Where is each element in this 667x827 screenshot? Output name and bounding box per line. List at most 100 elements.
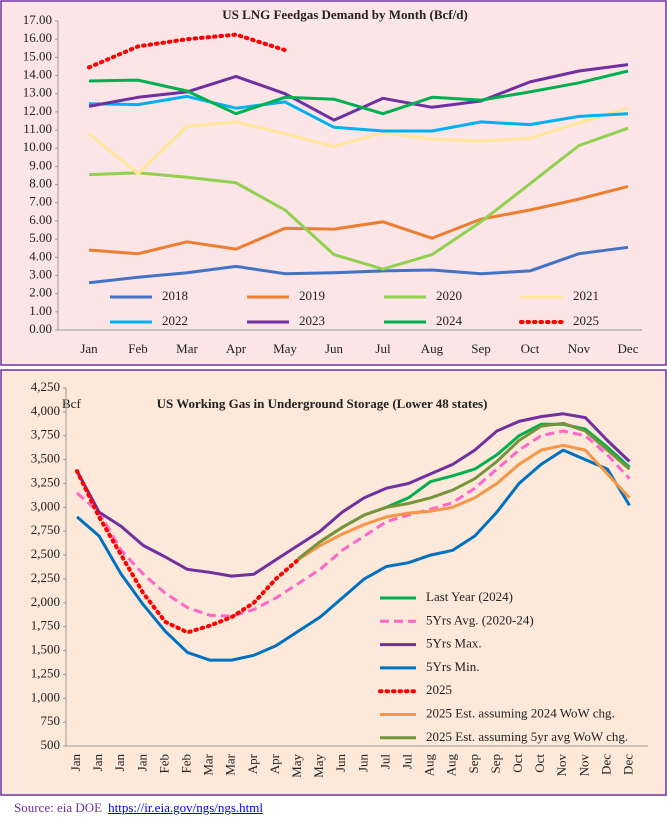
legend-label: 2025 [426,682,452,697]
x-tick-label: Oct [521,341,540,356]
x-tick-label: Sep [488,754,503,774]
y-tick-label: 2,250 [31,570,60,585]
x-tick-label: Apr [267,753,282,774]
x-tick-label: Jan [90,754,105,772]
y-tick-label: 750 [41,713,61,728]
series-line [88,69,629,116]
legend-label: 2021 [573,288,599,303]
legend-label: 5Yrs Max. [426,636,482,651]
series-line [88,94,629,133]
y-tick-label: 1,000 [31,689,60,704]
y-tick-label: 3,500 [31,451,60,466]
chart-title: US LNG Feedgas Demand by Month (Bcf/d) [222,7,468,22]
y-tick-label: 1,250 [31,665,60,680]
x-tick-label: Aug [421,341,444,356]
source-text: Source: eia DOE [14,800,103,815]
series-line [76,448,631,662]
x-tick-label: Apr [245,753,260,774]
legend-label: 5Yrs Avg. (2020-24) [426,612,534,627]
y-tick-label: 10.00 [23,139,52,154]
y-tick-label: 4,250 [31,379,60,394]
x-tick-label: Nov [554,754,569,777]
series-line [88,63,629,122]
y-tick-label: 14.00 [23,67,52,82]
x-tick-label: Mar [176,341,198,356]
x-tick-label: Jun [333,754,348,773]
legend-label: 5Yrs Min. [426,659,479,674]
x-tick-label: Nov [568,341,591,356]
x-tick-label: Feb [178,754,193,774]
x-tick-label: Jan [134,754,149,772]
x-tick-label: Oct [510,754,525,773]
x-tick-label: Feb [156,754,171,774]
y-tick-label: 13.00 [23,85,52,100]
y-tick-label: 2.00 [29,285,52,300]
x-tick-label: Nov [576,754,591,777]
x-tick-label: Jan [112,754,127,772]
x-tick-label: Jun [325,341,344,356]
x-tick-label: May [311,754,326,778]
series-line [75,469,300,635]
y-tick-label: 1,500 [31,642,60,657]
x-tick-label: May [273,341,297,356]
y-tick-label: 6.00 [29,212,52,227]
y-tick-label: 9.00 [29,157,52,172]
legend-label: 2019 [299,288,325,303]
x-tick-label: Jul [377,754,392,770]
y-tick-label: 8.00 [29,176,52,191]
y-tick-label: 7.00 [29,194,52,209]
x-tick-label: Aug [444,754,459,777]
y-tick-label: 3.00 [29,266,52,281]
series-line [87,32,287,70]
y-tick-label: 5.00 [29,230,52,245]
series-line [88,184,629,256]
y-axis-label: Bcf [62,396,81,411]
legend-label: 2023 [299,313,325,328]
y-tick-label: 11.00 [23,121,52,136]
x-tick-label: Apr [226,341,247,356]
x-tick-label: May [289,754,304,778]
y-tick-label: 3,250 [31,474,60,489]
legend-label: 2018 [162,288,188,303]
y-tick-label: 0.00 [29,321,52,336]
y-tick-label: 3,750 [31,427,60,442]
y-tick-label: 4,000 [31,403,60,418]
y-tick-label: 500 [41,737,61,752]
y-tick-label: 2,750 [31,522,60,537]
chart-frame [0,0,667,366]
source: Source: eia DOE https://ir.eia.gov/ngs/ng… [14,800,263,816]
x-tick-label: Jan [80,341,98,356]
y-tick-label: 17.00 [23,12,52,27]
y-tick-label: 4.00 [29,248,52,263]
legend-label: 2022 [162,313,188,328]
y-tick-label: 1,750 [31,618,60,633]
x-tick-label: Dec [620,754,635,775]
x-tick-label: Jun [355,754,370,773]
series-line [88,126,629,271]
legend-label: 2025 [573,313,599,328]
series-line [75,412,631,578]
chart-frame [0,369,667,796]
source-link[interactable]: https://ir.eia.gov/ngs/ngs.html [108,800,264,815]
x-tick-label: Feb [128,341,148,356]
x-tick-label: Dec [618,341,639,356]
legend-label: 2020 [436,288,462,303]
chart-title: US Working Gas in Underground Storage (L… [157,396,488,411]
x-tick-label: Jul [399,754,414,770]
series-line [88,245,629,285]
y-tick-label: 12.00 [23,103,52,118]
series-line [88,106,629,176]
x-tick-label: Sep [466,754,481,774]
x-tick-label: Oct [532,754,547,773]
y-tick-label: 2,500 [31,546,60,561]
y-tick-label: 15.00 [23,48,52,63]
x-tick-label: Jan [68,754,83,772]
x-tick-label: Sep [471,341,491,356]
x-tick-label: Mar [201,753,216,775]
legend-label: 2025 Est. assuming 5yr avg WoW chg. [426,729,628,744]
legend-label: Last Year (2024) [426,589,513,604]
legend-label: 2025 Est. assuming 2024 WoW chg. [426,705,615,720]
series-line [297,443,631,562]
y-tick-label: 16.00 [23,30,52,45]
